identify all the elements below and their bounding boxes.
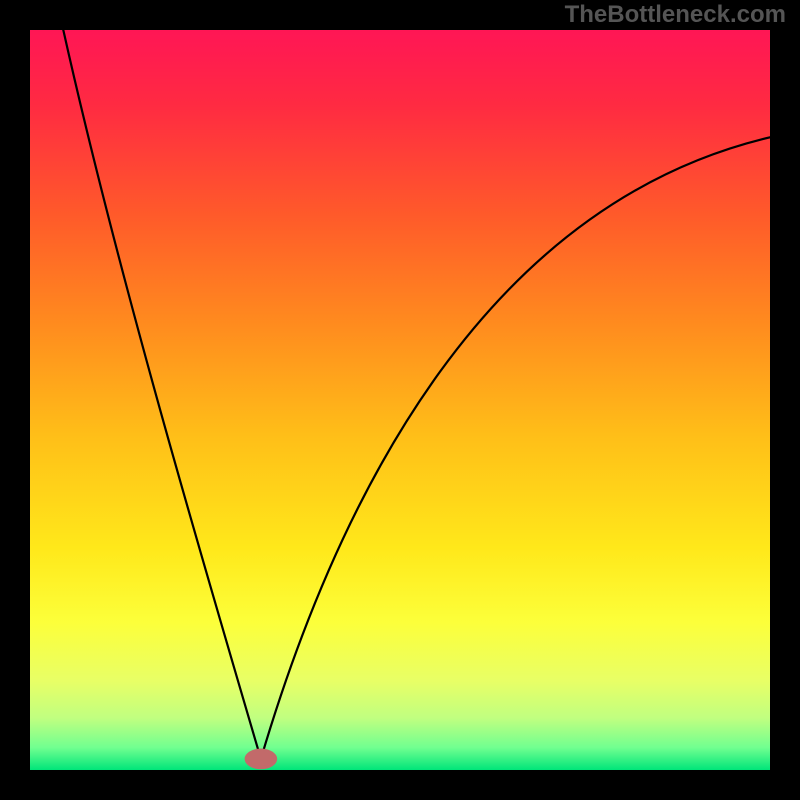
plot-background xyxy=(30,30,770,770)
bottleneck-chart: TheBottleneck.com xyxy=(0,0,800,800)
watermark-text: TheBottleneck.com xyxy=(565,1,786,28)
optimal-point-marker xyxy=(245,749,278,770)
